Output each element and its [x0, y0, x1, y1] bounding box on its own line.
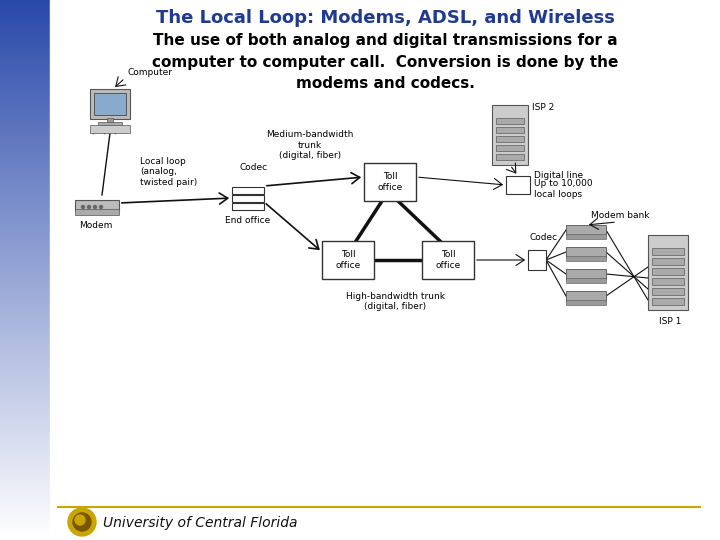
Bar: [496, 145, 524, 151]
Text: Toll
office: Toll office: [377, 172, 402, 192]
Text: ISP 2: ISP 2: [532, 103, 554, 111]
Bar: [492, 105, 528, 165]
Bar: [528, 250, 546, 270]
Bar: [652, 288, 684, 295]
Text: Medium-bandwidth
trunk
(digital, fiber): Medium-bandwidth trunk (digital, fiber): [266, 130, 354, 160]
Bar: [652, 258, 684, 265]
Text: Local loop
(analog,
twisted pair): Local loop (analog, twisted pair): [140, 157, 197, 187]
Text: Digital line: Digital line: [534, 171, 583, 179]
Bar: [496, 136, 524, 142]
Bar: [652, 268, 684, 275]
Bar: [648, 235, 688, 310]
Text: Toll
office: Toll office: [336, 251, 361, 269]
Text: The use of both analog and digital transmissions for a
computer to computer call: The use of both analog and digital trans…: [152, 33, 618, 91]
Bar: [566, 300, 606, 305]
Bar: [496, 154, 524, 160]
Circle shape: [68, 508, 96, 536]
Bar: [75, 200, 119, 210]
Text: Modem: Modem: [79, 221, 112, 230]
Text: Computer: Computer: [128, 68, 173, 77]
Bar: [566, 225, 606, 235]
Text: Up to 10,000
local loops: Up to 10,000 local loops: [534, 179, 593, 199]
Bar: [364, 163, 416, 201]
Bar: [496, 127, 524, 133]
Bar: [506, 176, 530, 194]
Bar: [90, 125, 130, 133]
Text: Codec: Codec: [529, 233, 557, 242]
Bar: [75, 209, 119, 215]
Bar: [422, 241, 474, 279]
Circle shape: [94, 206, 96, 208]
Bar: [566, 247, 606, 257]
Bar: [652, 248, 684, 255]
Text: The Local Loop: Modems, ADSL, and Wireless: The Local Loop: Modems, ADSL, and Wirele…: [156, 9, 614, 27]
Bar: [652, 278, 684, 285]
Circle shape: [99, 206, 102, 208]
Bar: [322, 241, 374, 279]
Bar: [566, 256, 606, 261]
Bar: [566, 278, 606, 283]
Bar: [566, 269, 606, 279]
Bar: [232, 203, 264, 210]
Bar: [232, 187, 264, 194]
Circle shape: [73, 513, 91, 531]
Text: Codec: Codec: [240, 163, 268, 172]
Circle shape: [81, 206, 84, 208]
Bar: [107, 118, 113, 123]
Text: Toll
office: Toll office: [436, 251, 461, 269]
Bar: [566, 234, 606, 239]
Bar: [232, 195, 264, 202]
Text: ISP 1: ISP 1: [659, 317, 681, 326]
Text: Modem bank: Modem bank: [590, 211, 649, 220]
Text: End office: End office: [225, 216, 271, 225]
Bar: [94, 93, 126, 115]
Bar: [652, 298, 684, 305]
Circle shape: [88, 206, 91, 208]
Bar: [566, 291, 606, 301]
Bar: [496, 118, 524, 124]
Bar: [90, 89, 130, 119]
Circle shape: [75, 515, 85, 525]
Text: University of Central Florida: University of Central Florida: [103, 516, 297, 530]
Bar: [98, 122, 122, 126]
Text: High-bandwidth trunk
(digital, fiber): High-bandwidth trunk (digital, fiber): [346, 292, 444, 312]
